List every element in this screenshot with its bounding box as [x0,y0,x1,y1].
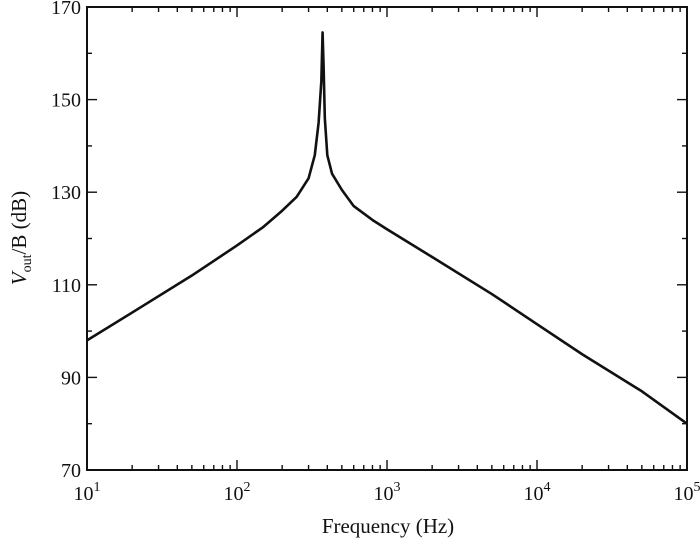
y-axis-title-main: V [7,270,31,285]
x-axis-title: Frequency (Hz) [322,514,454,538]
y-axis-title-rest: /B (dB) [7,191,31,255]
y-axis-title-subscript: out [20,254,35,272]
x-tick-label: 103 [374,480,401,505]
x-tick-label: 102 [224,480,251,505]
y-tick-label: 150 [51,90,81,112]
plot-frame [86,6,688,471]
x-tick-label: 104 [524,480,551,505]
y-tick-label: 130 [51,182,81,204]
x-tick-label: 105 [674,480,700,505]
y-axis-title: Vout/B (dB) [7,191,35,285]
y-tick-label: 90 [61,367,81,389]
series-line [86,31,688,425]
labels-layer: 70 90 110 130 150 170 101 102 103 104 105 [51,0,700,505]
y-tick-label: 70 [61,460,81,482]
ticks-layer [86,6,688,471]
x-tick-label: 101 [74,480,101,505]
y-tick-label: 110 [52,275,81,297]
y-tick-label: 170 [51,0,81,19]
